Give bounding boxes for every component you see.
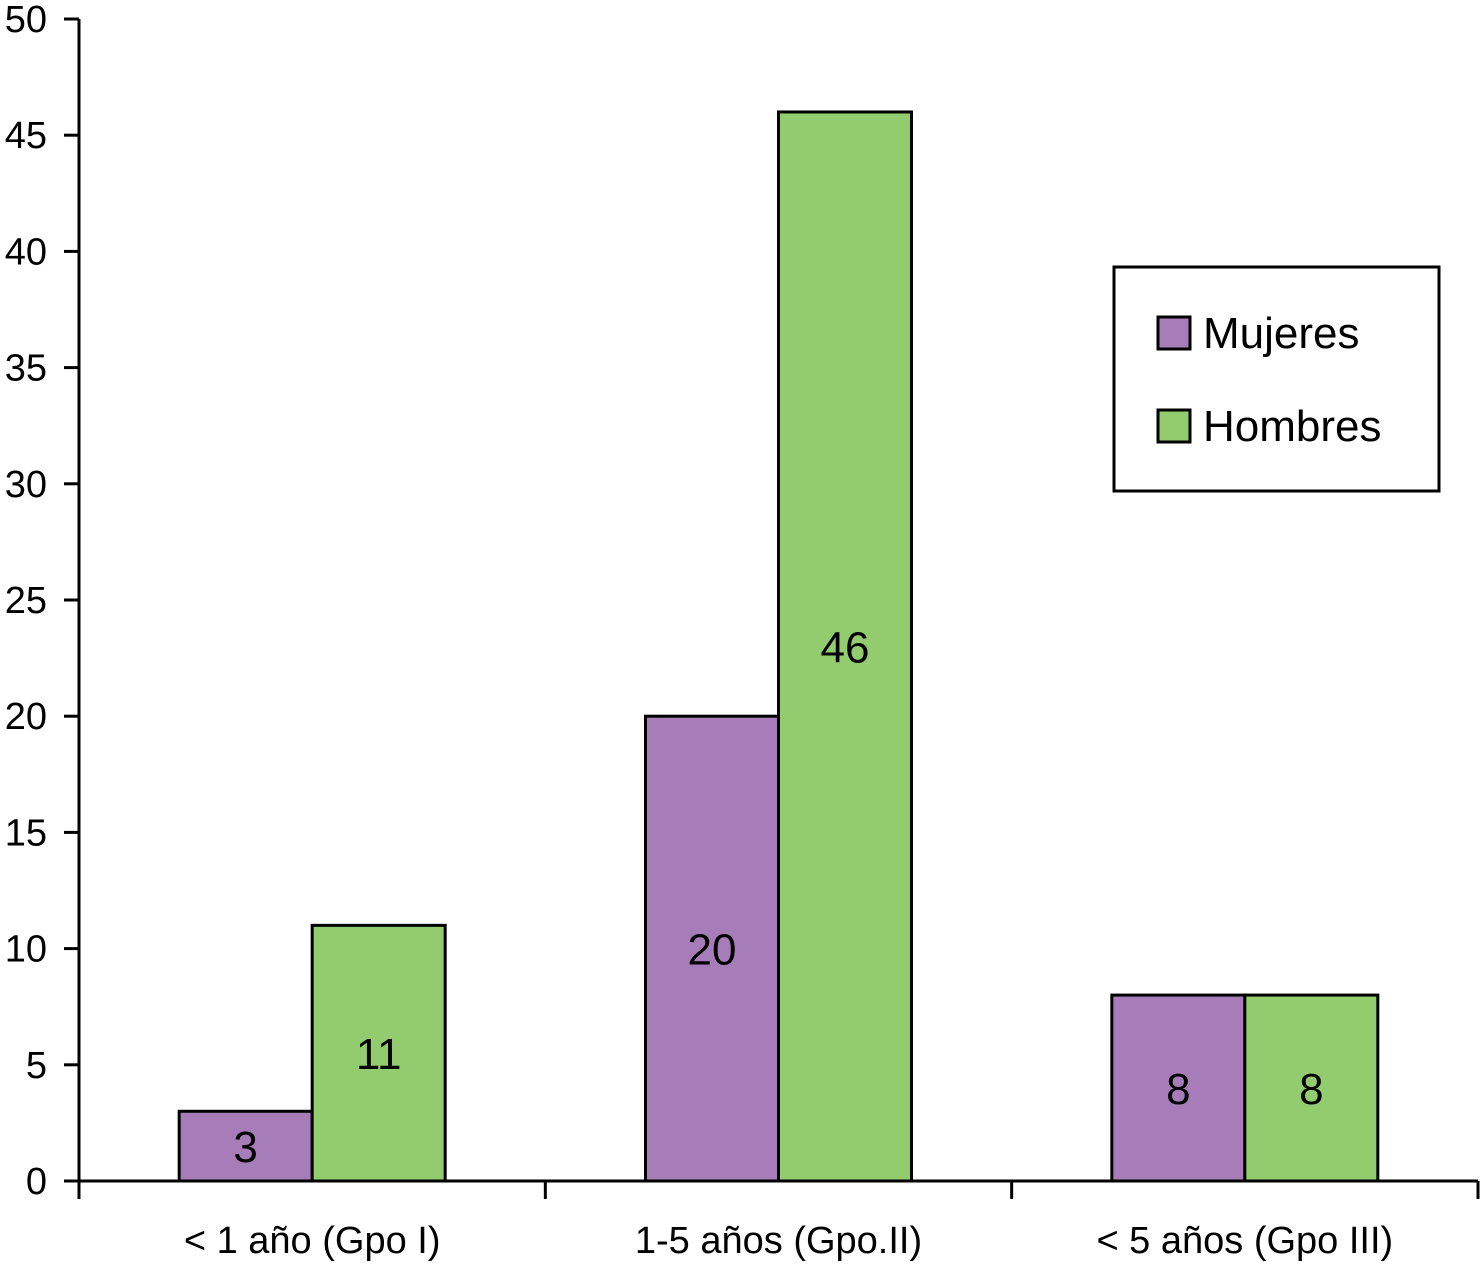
y-tick-label: 10: [5, 929, 47, 971]
legend-label-hombres: Hombres: [1203, 402, 1382, 451]
legend: Mujeres Hombres: [1112, 265, 1441, 493]
bar-hombres: [777, 110, 913, 1183]
bar-value-label: 46: [821, 623, 870, 672]
x-category-label: 1-5 años (Gpo.II): [635, 1220, 922, 1262]
y-axis-ticks: 0 5 10 15 20 25 30 35 40 45 50: [5, 0, 79, 1203]
y-tick-label: 45: [5, 115, 47, 157]
y-tick-label: 20: [5, 696, 47, 738]
bar-hombres: [310, 923, 447, 1183]
bar-mujeres: [644, 714, 780, 1183]
bars-group: [177, 110, 1380, 1183]
bar-mujeres: [177, 1109, 314, 1183]
x-category-label: < 1 año (Gpo I): [184, 1220, 441, 1262]
category-labels: < 1 año (Gpo I) 1-5 años (Gpo.II) < 5 años…: [184, 1220, 1393, 1262]
bar-value-label: 11: [356, 1030, 402, 1079]
x-category-label: < 5 años (Gpo III): [1096, 1220, 1393, 1262]
y-tick-label: 35: [5, 348, 47, 390]
legend-swatch-mujeres: [1156, 315, 1192, 351]
bar-hombres: [1243, 993, 1380, 1183]
y-tick-label: 5: [26, 1045, 47, 1087]
y-tick-label: 0: [26, 1161, 47, 1203]
x-axis-ticks: [77, 1181, 1480, 1199]
data-labels-group: 3 11 20 46 8 8: [233, 623, 1323, 1172]
bar-value-label: 20: [688, 926, 737, 975]
bar-value-label: 3: [233, 1123, 257, 1172]
y-tick-label: 40: [5, 231, 47, 273]
y-tick-label: 15: [5, 812, 47, 854]
y-tick-label: 30: [5, 464, 47, 506]
legend-swatch-hombres: [1156, 408, 1192, 444]
bar-value-label: 8: [1299, 1065, 1323, 1114]
y-tick-label: 25: [5, 580, 47, 622]
bar-value-label: 8: [1166, 1065, 1190, 1114]
y-tick-label: 50: [5, 0, 47, 41]
legend-label-mujeres: Mujeres: [1203, 309, 1360, 358]
legend-box: [1112, 265, 1441, 493]
